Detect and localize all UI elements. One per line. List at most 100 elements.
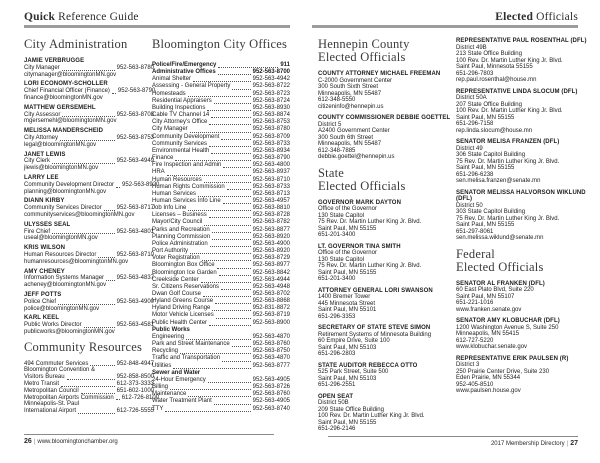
dot-leader	[60, 139, 115, 141]
phone-number: 952-563-8708	[116, 111, 154, 118]
official-title: SECRETARY OF STATE STEVE SIMON	[318, 325, 431, 331]
dot-leader	[198, 195, 251, 197]
phone-number: 952-563-8733	[252, 183, 290, 190]
title-phone-row: Fire Chief 952-563-4801	[24, 229, 154, 236]
official-contact: District 49B 213 State Office Building 1…	[456, 44, 563, 84]
row-label: Sewer and Water	[152, 369, 201, 376]
directory-row: Motor Vehicle Licenses 952-563-8719	[152, 312, 290, 319]
title-phone-row: Community Development Director 952-563-8…	[24, 181, 159, 189]
official-title: REPRESENTATIVE ERIK PAULSEN (R)	[456, 355, 569, 362]
official-contact: District 49 306 State Capitol Building 7…	[456, 145, 560, 185]
phone-number: 952-563-4581	[116, 322, 154, 329]
phone-number: 952-563-8709	[252, 133, 290, 140]
section-heading: Federal Elected Officials	[456, 246, 544, 274]
official-title: REPRESENTATIVE PAUL ROSENTHAL (DFL)	[456, 38, 587, 44]
email-address: acheney@bloomingtonMN.gov	[24, 282, 107, 289]
official-block: REPRESENTATIVE ERIK PAULSEN (R) District…	[456, 356, 590, 395]
phone-number: 952-563-4870	[252, 355, 290, 362]
person-title: Information Systems Manager	[24, 275, 105, 282]
dot-leader	[203, 296, 251, 298]
person-title: City Clerk	[24, 158, 51, 165]
header-title-bold: Elected	[495, 11, 534, 23]
person-title: City Attorney	[24, 134, 59, 141]
section-heading: Bloomington City Offices	[152, 37, 288, 51]
email-address: communityservices@bloomingtonMN.gov	[24, 211, 135, 218]
staff-entry: DIANN KIRBY Community Services Director …	[24, 198, 154, 218]
row-label: Bloomington Box Office	[152, 262, 215, 269]
dot-leader	[211, 153, 251, 155]
person-title: Community Development Director	[24, 181, 115, 188]
official-block: SECRETARY OF STATE STEVE SIMON Retiremen…	[318, 325, 451, 358]
directory-row: Human Services 952-563-8713	[152, 191, 290, 198]
directory-row: Residential Appraisers 952-563-8724	[152, 98, 290, 105]
row-label: Building Inspections	[152, 104, 206, 111]
dot-leader	[103, 209, 115, 211]
footer-separator: |	[33, 439, 36, 445]
phone-number: 952-563-8790	[252, 155, 290, 162]
header-title-rest: Reference Guide	[55, 11, 139, 23]
row-label: Hyland Greens Course	[152, 298, 214, 305]
official-title: OPEN SEAT	[318, 393, 354, 400]
official-contact: 1400 Bremer Tower 445 Minnesota Street S…	[318, 294, 377, 320]
person-name: KRIS WILSON	[24, 245, 66, 252]
phone-number: 952-563-8719	[252, 312, 290, 319]
official-block: SENATOR AL FRANKEN (DFL) 60 East Plato B…	[456, 281, 590, 314]
phone-number: 952-563-8780	[116, 64, 154, 71]
person-title: City Manager	[24, 64, 60, 71]
dot-leader	[232, 88, 251, 90]
footer-website: www.bloomingtonchamber.org	[37, 439, 118, 445]
row-label: Public Health Center	[152, 319, 208, 326]
dot-leader	[209, 145, 251, 147]
header-rule-right	[312, 25, 578, 28]
phone-number: 952-563-8713	[252, 190, 290, 197]
official-title: SENATOR MELISSA HALVORSON WIKLUND (DFL)	[456, 189, 586, 203]
person-name: LORI ECONOMY-SCHOLLER	[24, 81, 108, 88]
title-phone-row: City Assessor 952-563-8708	[24, 112, 154, 119]
official-title: GOVERNOR MARK DAYTON	[318, 199, 402, 206]
row-label: Homesteads	[152, 90, 186, 97]
dot-leader	[213, 102, 251, 104]
row-label: Bloomington Convention &	[24, 367, 96, 374]
person-name: JANET LEWIS	[24, 151, 66, 158]
official-block: GOVERNOR MARK DAYTON Office of the Gover…	[318, 200, 451, 239]
header-rule-left	[24, 25, 290, 28]
officials-group: Federal Elected Officials SENATOR AL FRA…	[456, 246, 590, 395]
official-block: ATTORNEY GENERAL LORI SWANSON 1400 Breme…	[318, 288, 451, 321]
email-address: finance@bloomingtonMN.gov	[24, 94, 103, 101]
directory-row: Bloomington Convention &	[24, 367, 154, 374]
footer-separator: |	[566, 441, 569, 447]
dot-leader	[58, 303, 115, 305]
phone-number: 952-831-8872	[252, 305, 290, 312]
directory-row: Metro Transit 612-373-3333	[24, 381, 154, 388]
official-block: COUNTY COMMISSIONER DEBBIE GOETTEL Distr…	[318, 115, 451, 161]
phone-number: 952-563-8977	[252, 262, 290, 269]
row-label: Environmental Health	[152, 147, 210, 154]
official-contact: District 50A 207 State Office Building 1…	[456, 95, 563, 134]
directory-row: Assessing - General Property 952-563-872…	[152, 83, 290, 90]
title-phone-row: City Attorney 952-563-8753	[24, 135, 154, 142]
person-title: Human Resources Director	[24, 251, 97, 258]
phone-number: 952-563-4870	[252, 333, 290, 340]
official-title: ATTORNEY GENERAL LORI SWANSON	[318, 287, 433, 294]
section-heading: Community Resources	[24, 339, 143, 354]
title-phone-row: City Manager 952-563-8780	[24, 65, 154, 72]
column-county-state-officials: Hennepin County Elected Officials COUNTY…	[318, 38, 451, 438]
dot-leader	[165, 410, 251, 412]
row-label: Finance	[152, 155, 174, 162]
directory-row: 494 Commuter Services 952-848-4947	[24, 361, 154, 368]
official-contact: 1200 Washington Avenue S, Suite 250 Minn…	[456, 324, 559, 351]
dot-leader	[223, 167, 251, 169]
row-label: Human Rights Commission	[152, 183, 225, 190]
official-title: STATE AUDITOR REBECCA OTTO	[318, 362, 418, 369]
row-label: Job Info Line	[152, 205, 187, 212]
row-label: HRA	[152, 169, 165, 176]
email-address: jlewis@bloomingtonMN.gov	[24, 165, 99, 172]
phone-number: 952-848-4947	[116, 360, 154, 367]
directory-row: Dwan Golf Course 952-563-8702	[152, 291, 290, 298]
row-label: International Airport	[24, 408, 77, 415]
staff-entry: ULYSSES SEAL Fire Chief 952-563-4801 use…	[24, 222, 154, 242]
directory-row: Bloomington Box Office 952-563-8977	[152, 262, 290, 269]
title-phone-row: Chief Financial Officer (Finance) 952-56…	[24, 88, 155, 95]
dot-leader	[90, 365, 115, 367]
phone-number: 952-563-8920	[252, 233, 290, 240]
